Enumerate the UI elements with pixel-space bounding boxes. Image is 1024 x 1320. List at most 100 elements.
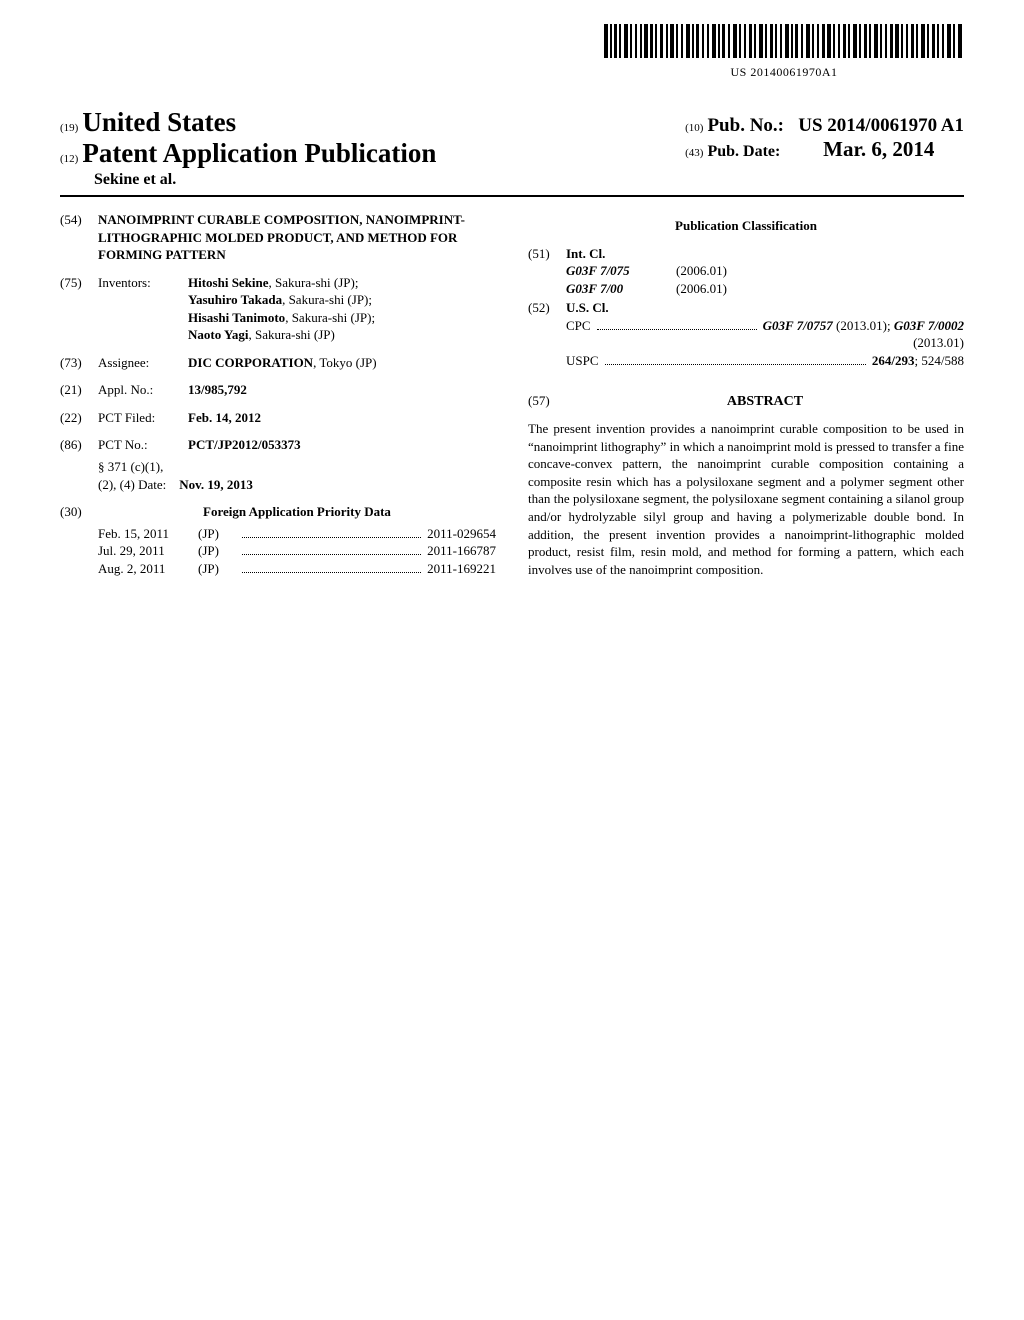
foreign-priority-field: (30) Foreign Application Priority Data xyxy=(60,503,496,521)
abstract-heading: ABSTRACT xyxy=(566,393,964,412)
appl-no-value: 13/985,792 xyxy=(188,382,247,397)
priority-num: 2011-029654 xyxy=(427,525,496,543)
title-num: (54) xyxy=(60,211,98,264)
pct-no-field: (86) PCT No.: PCT/JP2012/053373 xyxy=(60,436,496,454)
inventors-list: Hitoshi Sekine, Sakura-shi (JP); Yasuhir… xyxy=(188,274,496,344)
right-column: Publication Classification (51) Int. Cl.… xyxy=(528,211,964,578)
pub-date: Mar. 6, 2014 xyxy=(784,137,934,162)
pct-filed-value: Feb. 14, 2012 xyxy=(188,410,261,425)
appl-no-num: (21) xyxy=(60,381,98,399)
barcode-svg xyxy=(604,24,964,58)
pct-no-num: (86) xyxy=(60,436,98,454)
assignee-label: Assignee: xyxy=(98,354,188,372)
pub-type-prefix: (12) xyxy=(60,153,78,165)
header-block: (19) United States (12) Patent Applicati… xyxy=(60,85,964,197)
country-prefix: (19) xyxy=(60,122,78,134)
cpc-codes: G03F 7/0757 (2013.01); G03F 7/0002 xyxy=(763,317,964,335)
classif-code: G03F 7/075 xyxy=(566,262,676,280)
classif-row: G03F 7/00 (2006.01) xyxy=(566,280,964,298)
us-cl-field: (52) U.S. Cl. CPC G03F 7/0757 (2013.01);… xyxy=(528,299,964,369)
uspc-main: 264/293 xyxy=(872,353,915,368)
barcode-text: US 20140061970A1 xyxy=(604,65,964,80)
int-cl-field: (51) Int. Cl. G03F 7/075 (2006.01) G03F … xyxy=(528,245,964,298)
priority-num: 2011-169221 xyxy=(427,560,496,578)
priority-num: 2011-166787 xyxy=(427,542,496,560)
inventor-name: Hisashi Tanimoto xyxy=(188,310,285,325)
title-text: NANOIMPRINT CURABLE COMPOSITION, NANOIMP… xyxy=(98,211,496,264)
title-field: (54) NANOIMPRINT CURABLE COMPOSITION, NA… xyxy=(60,211,496,264)
sect371-line1: § 371 (c)(1), xyxy=(98,458,496,476)
abstract-num: (57) xyxy=(528,392,566,410)
cpc-label: CPC xyxy=(566,317,591,335)
us-cl-num: (52) xyxy=(528,299,566,369)
priority-cc: (JP) xyxy=(198,560,236,578)
dots-fill xyxy=(242,572,421,573)
cpc-code-2: G03F 7/0002 xyxy=(894,318,964,333)
barcode: US 20140061970A1 xyxy=(604,24,964,80)
priority-date: Feb. 15, 2011 xyxy=(98,525,198,543)
cpc-code-1: G03F 7/0757 xyxy=(763,318,833,333)
priority-row: Jul. 29, 2011 (JP) 2011-166787 xyxy=(98,542,496,560)
priority-row: Feb. 15, 2011 (JP) 2011-029654 xyxy=(98,525,496,543)
country: United States xyxy=(82,107,236,137)
sect371-line2-value: Nov. 19, 2013 xyxy=(179,477,253,492)
pct-filed-label: PCT Filed: xyxy=(98,409,188,427)
cpc-year-2: (2013.01) xyxy=(566,334,964,352)
inventor-loc: , Sakura-shi (JP); xyxy=(282,292,372,307)
pub-date-label: Pub. Date: xyxy=(707,143,780,160)
pct-no-value: PCT/JP2012/053373 xyxy=(188,437,301,452)
pub-no-label: Pub. No.: xyxy=(707,115,784,136)
classif-year: (2006.01) xyxy=(676,262,727,280)
abstract-header: (57) ABSTRACT xyxy=(528,379,964,420)
classif-row: G03F 7/075 (2006.01) xyxy=(566,262,964,280)
inventor-loc: , Sakura-shi (JP); xyxy=(269,275,359,290)
sect371-block: § 371 (c)(1), (2), (4) Date: Nov. 19, 20… xyxy=(98,458,496,493)
dots-fill xyxy=(597,329,757,330)
inventors-field: (75) Inventors: Hitoshi Sekine, Sakura-s… xyxy=(60,274,496,344)
int-cl-num: (51) xyxy=(528,245,566,298)
pub-no-prefix: (10) xyxy=(685,122,703,134)
foreign-priority-num: (30) xyxy=(60,503,98,521)
assignee-name: DIC CORPORATION xyxy=(188,355,313,370)
pub-type: Patent Application Publication xyxy=(82,138,436,168)
foreign-priority-heading: Foreign Application Priority Data xyxy=(203,504,391,519)
priority-cc: (JP) xyxy=(198,542,236,560)
uspc-extra: ; 524/588 xyxy=(915,352,964,370)
pub-no: US 2014/0061970 A1 xyxy=(798,115,964,136)
assignee-loc: , Tokyo (JP) xyxy=(313,355,377,370)
priority-date: Aug. 2, 2011 xyxy=(98,560,198,578)
dots-fill xyxy=(242,554,421,555)
appl-no-field: (21) Appl. No.: 13/985,792 xyxy=(60,381,496,399)
body-columns: (54) NANOIMPRINT CURABLE COMPOSITION, NA… xyxy=(60,211,964,578)
pct-filed-num: (22) xyxy=(60,409,98,427)
cpc-line: CPC G03F 7/0757 (2013.01); G03F 7/0002 xyxy=(566,317,964,335)
sect371-line2-label: (2), (4) Date: xyxy=(98,477,166,492)
abstract-text: The present invention provides a nanoimp… xyxy=(528,420,964,578)
pct-filed-field: (22) PCT Filed: Feb. 14, 2012 xyxy=(60,409,496,427)
appl-no-label: Appl. No.: xyxy=(98,381,188,399)
inventor-name: Hitoshi Sekine xyxy=(188,275,269,290)
pub-date-prefix: (43) xyxy=(685,147,703,159)
classification-heading: Publication Classification xyxy=(528,217,964,235)
barcode-area: US 20140061970A1 xyxy=(60,24,964,81)
inventor-loc: , Sakura-shi (JP) xyxy=(249,327,335,342)
priority-table: Feb. 15, 2011 (JP) 2011-029654 Jul. 29, … xyxy=(98,525,496,578)
left-column: (54) NANOIMPRINT CURABLE COMPOSITION, NA… xyxy=(60,211,496,578)
uspc-label: USPC xyxy=(566,352,599,370)
uspc-line: USPC 264/293; 524/588 xyxy=(566,352,964,370)
inventors-num: (75) xyxy=(60,274,98,344)
dots-fill xyxy=(242,537,421,538)
authors: Sekine et al. xyxy=(94,171,436,189)
classif-year: (2006.01) xyxy=(676,280,727,298)
uspc-codes: 264/293 xyxy=(872,352,915,370)
classif-code: G03F 7/00 xyxy=(566,280,676,298)
inventor-name: Yasuhiro Takada xyxy=(188,292,282,307)
priority-date: Jul. 29, 2011 xyxy=(98,542,198,560)
int-cl-label: Int. Cl. xyxy=(566,246,605,261)
assignee-field: (73) Assignee: DIC CORPORATION, Tokyo (J… xyxy=(60,354,496,372)
us-cl-label: U.S. Cl. xyxy=(566,300,609,315)
priority-cc: (JP) xyxy=(198,525,236,543)
dots-fill xyxy=(605,364,866,365)
inventor-loc: , Sakura-shi (JP); xyxy=(285,310,375,325)
assignee-num: (73) xyxy=(60,354,98,372)
